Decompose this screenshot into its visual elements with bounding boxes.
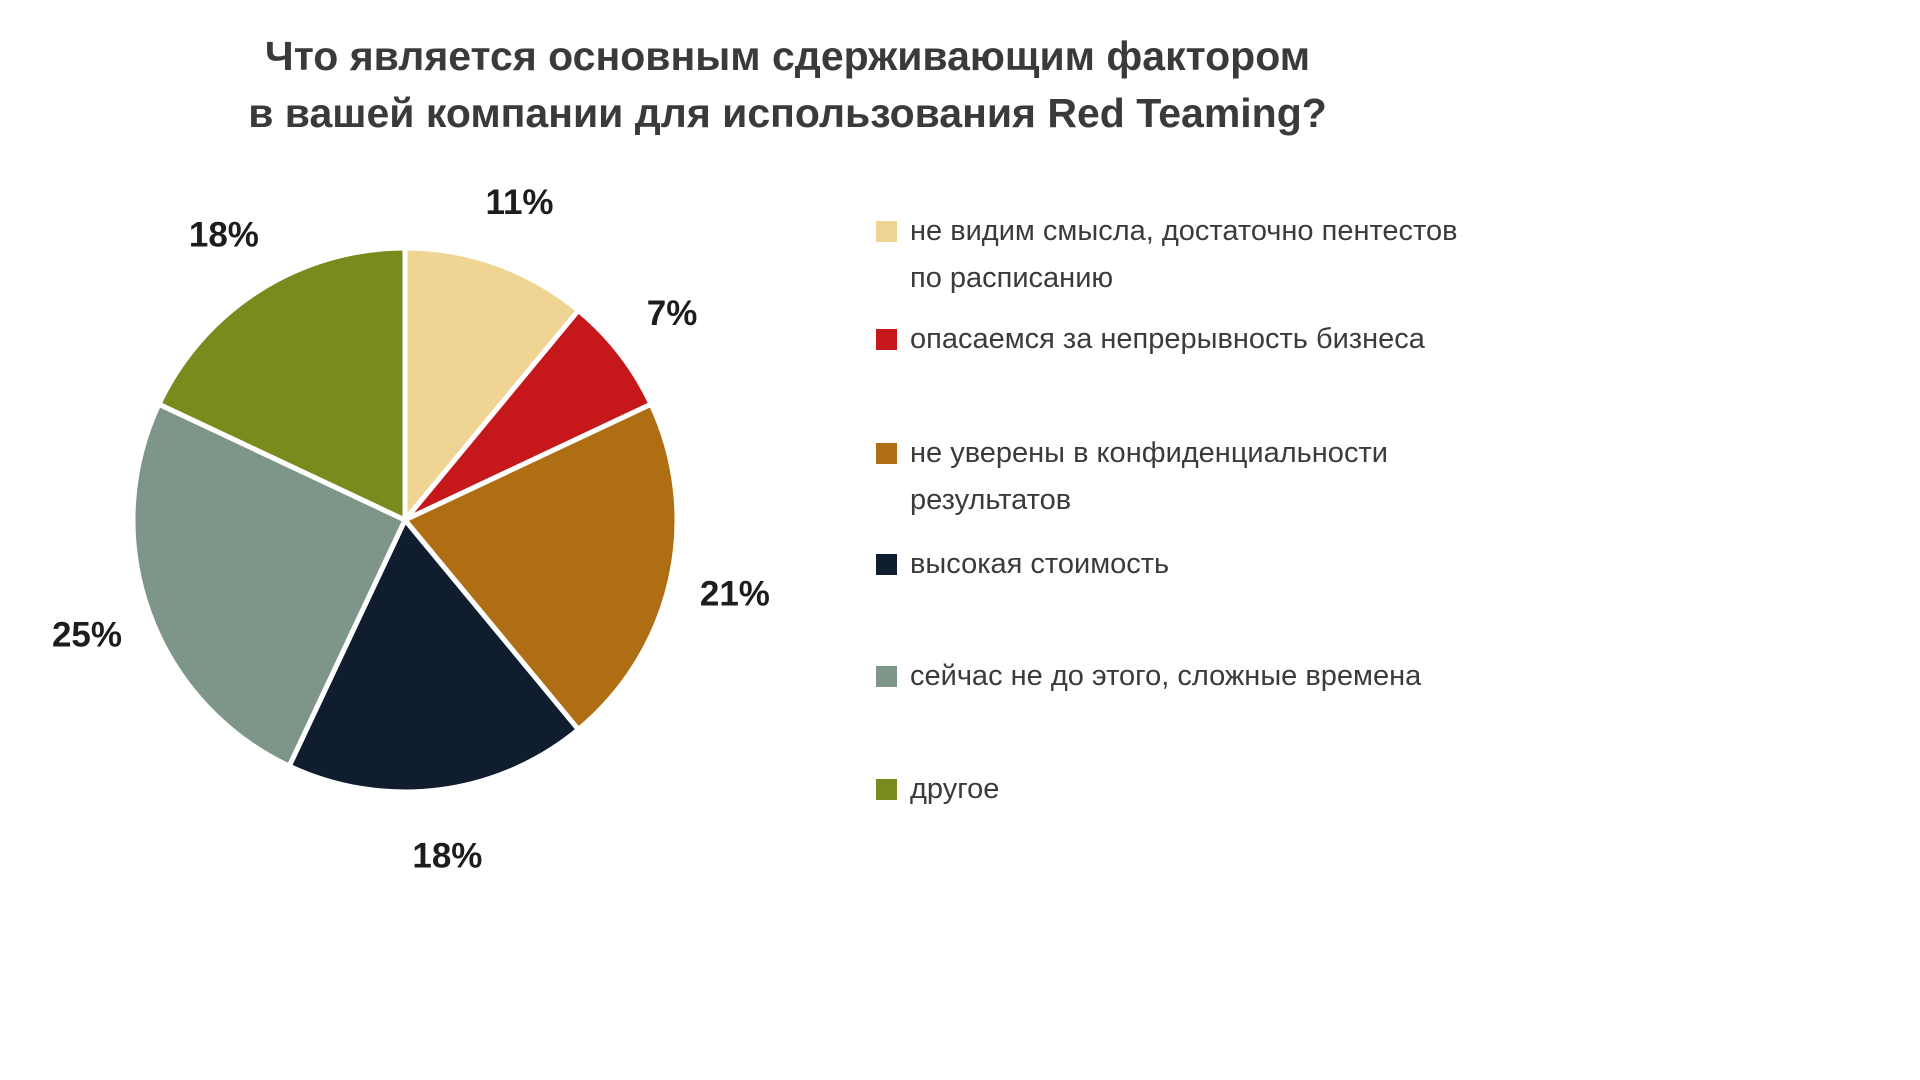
legend-item: другое	[876, 766, 1516, 813]
legend-label: не видим смысла, достаточно пентестов по…	[910, 215, 1458, 294]
pie-slice-2	[402, 401, 680, 733]
pie-percent-label: 21%	[700, 575, 770, 614]
legend-item: не видим смысла, достаточно пентестов по…	[876, 208, 1516, 302]
pie-percent-label: 7%	[647, 294, 698, 333]
legend: не видим смысла, достаточно пентестов по…	[876, 208, 1516, 813]
pie-percent-label: 11%	[485, 183, 553, 222]
legend-swatch	[876, 779, 897, 800]
legend-item: высокая стоимость	[876, 541, 1516, 588]
pie-slice-5	[156, 245, 408, 523]
chart-title-line2: в вашей компании для использования Red T…	[248, 89, 1327, 136]
legend-item: не уверены в конфиденциальности результа…	[876, 430, 1516, 524]
legend-item: опасаемся за непрерывность бизнеса	[876, 316, 1516, 363]
pie-slice-0	[402, 245, 581, 523]
legend-label: сейчас не до этого, сложные времена	[910, 660, 1422, 692]
legend-label: опасаемся за непрерывность бизнеса	[910, 323, 1425, 355]
legend-item: сейчас не до этого, сложные времена	[876, 653, 1516, 700]
legend-swatch	[876, 221, 897, 242]
legend-swatch	[876, 666, 897, 687]
legend-label: другое	[910, 773, 1000, 805]
legend-label: не уверены в конфиденциальности результа…	[910, 437, 1388, 516]
legend-label: высокая стоимость	[910, 548, 1170, 580]
pie-chart: 11% 7% 21% 18% 25% 18%	[52, 183, 770, 875]
pie-slice-4	[130, 401, 408, 769]
chart-title-line1: Что является основным сдерживающим факто…	[264, 33, 1311, 79]
chart-title: Что является основным сдерживающим факто…	[0, 28, 1575, 141]
pie-percent-label: 25%	[52, 616, 122, 655]
pie-slice-3	[286, 517, 581, 795]
legend-swatch	[876, 329, 897, 350]
pie-percent-label: 18%	[189, 216, 259, 255]
legend-swatch	[876, 443, 897, 464]
pie-percent-label: 18%	[412, 836, 482, 875]
legend-swatch	[876, 554, 897, 575]
